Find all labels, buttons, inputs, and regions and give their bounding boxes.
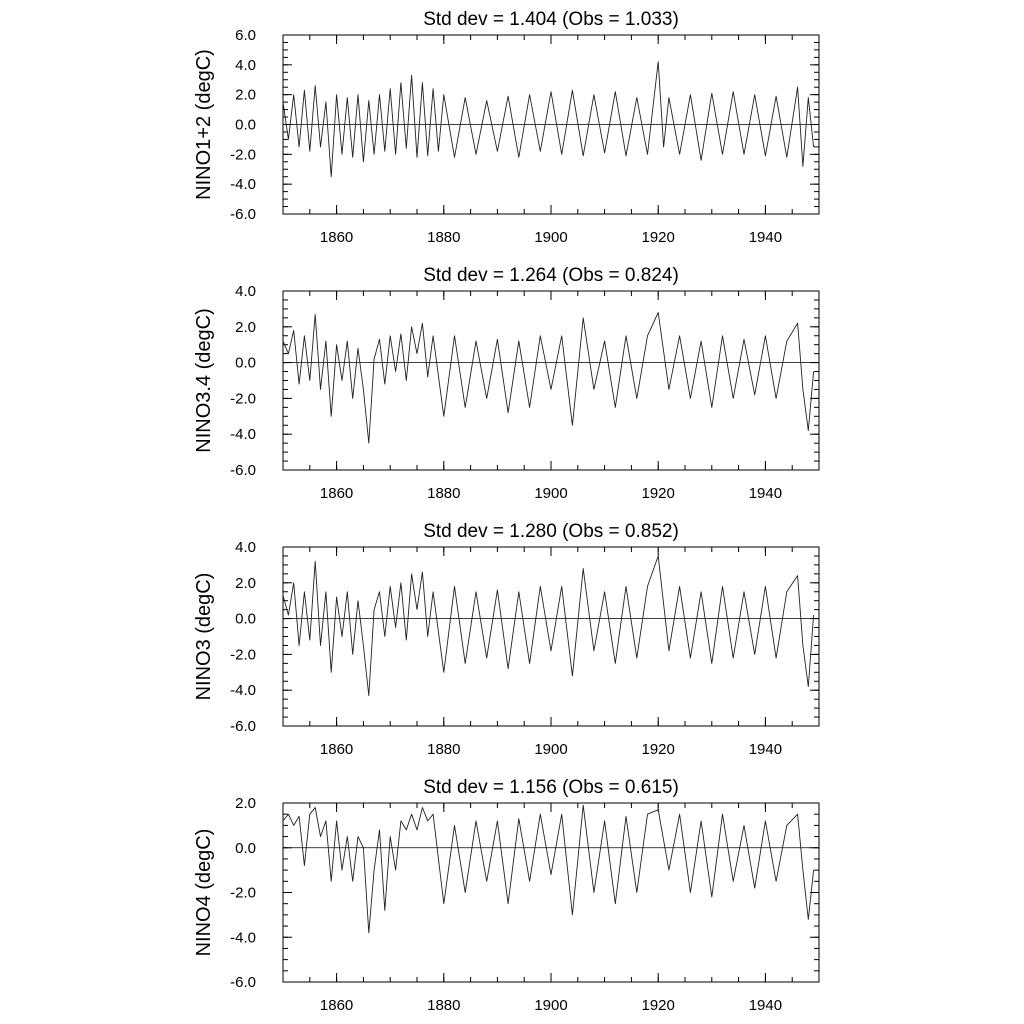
chart-title: Std dev = 1.156 (Obs = 0.615) [423,777,679,798]
y-tick-label: -2.0 [230,146,256,163]
y-tick-label: 6.0 [235,27,256,44]
x-tick-label: 1920 [642,229,675,246]
y-tick-label: -6.0 [230,206,256,223]
y-tick-label: 2.0 [235,575,256,592]
x-tick-label: 1900 [534,741,567,758]
y-tick-label: -6.0 [230,462,256,479]
x-tick-label: 1860 [320,229,353,246]
y-tick-label: 2.0 [235,795,256,812]
x-tick-label: 1920 [642,485,675,502]
x-tick-label: 1880 [427,229,460,246]
x-tick-label: 1920 [642,741,675,758]
x-tick-label: 1860 [320,741,353,758]
chart-panel-2: Std dev = 1.264 (Obs = 0.824) NINO3.4 (de… [193,265,820,502]
y-tick-label: 0.0 [235,840,256,857]
x-tick-label: 1940 [749,229,782,246]
series-line-1 [282,312,815,444]
x-tick-label: 1880 [427,997,460,1014]
y-tick-label: -4.0 [230,426,256,443]
x-tick-label: 1860 [320,485,353,502]
chart-panel-4: Std dev = 1.156 (Obs = 0.615) NINO4 (degC… [193,777,820,1014]
y-tick-label: -4.0 [230,176,256,193]
x-tick-label: 1880 [427,741,460,758]
x-tick-label: 1940 [749,997,782,1014]
chart-panel-1: Std dev = 1.404 (Obs = 1.033) NINO1+2 (de… [193,9,820,246]
chart-title: Std dev = 1.280 (Obs = 0.852) [423,521,679,542]
y-axis-label: NINO4 (degC) [193,829,215,957]
y-tick-label: 4.0 [235,57,256,74]
series-line-1 [282,555,815,697]
y-tick-label: -6.0 [230,974,256,991]
series-line-1 [282,61,815,178]
x-tick-label: 1940 [749,485,782,502]
y-tick-label: 2.0 [235,87,256,104]
y-tick-label: -2.0 [230,646,256,663]
y-tick-label: -4.0 [230,929,256,946]
y-tick-label: 0.0 [235,355,256,372]
y-tick-label: 4.0 [235,539,256,556]
x-tick-label: 1900 [534,485,567,502]
plot-frame [282,802,820,983]
chart-panel-3: Std dev = 1.280 (Obs = 0.852) NINO3 (degC… [193,521,820,758]
y-tick-label: 4.0 [235,283,256,300]
plot-frame [282,546,820,727]
y-tick-label: -6.0 [230,718,256,735]
chart-title: Std dev = 1.404 (Obs = 1.033) [423,9,679,30]
chart-title: Std dev = 1.264 (Obs = 0.824) [423,265,679,286]
y-tick-label: 0.0 [235,117,256,134]
x-tick-label: 1900 [534,997,567,1014]
series-line-1 [282,804,815,934]
x-tick-label: 1860 [320,997,353,1014]
y-tick-label: -2.0 [230,390,256,407]
y-axis-label: NINO3 (degC) [193,573,215,701]
x-tick-label: 1880 [427,485,460,502]
y-tick-label: -2.0 [230,885,256,902]
x-tick-label: 1900 [534,229,567,246]
y-axis-label: NINO1+2 (degC) [193,49,215,200]
plot-frame [282,290,820,471]
y-axis-label: NINO3.4 (degC) [193,308,215,453]
y-tick-label: 2.0 [235,319,256,336]
y-tick-label: -4.0 [230,682,256,699]
y-tick-label: 0.0 [235,611,256,628]
x-tick-label: 1940 [749,741,782,758]
x-tick-label: 1920 [642,997,675,1014]
